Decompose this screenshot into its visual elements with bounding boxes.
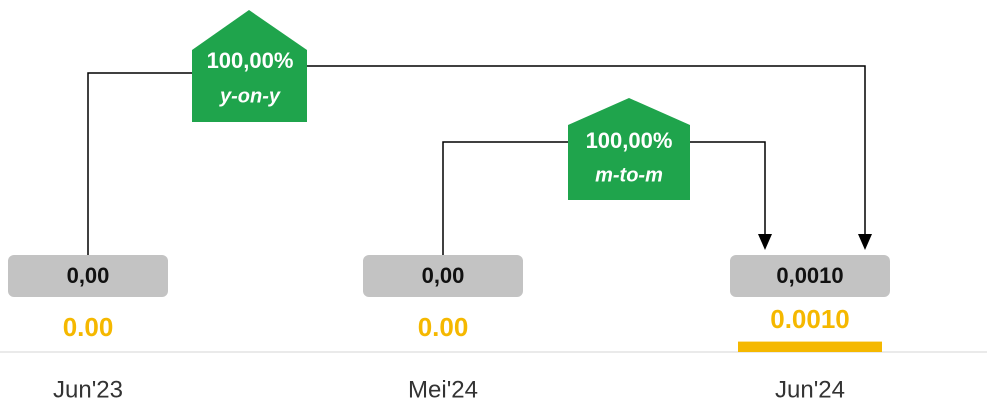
x-tick-label: Jun'24 [775, 376, 845, 403]
arrow-head [858, 234, 872, 250]
data-label: 0.00 [63, 312, 114, 342]
x-tick-label: Mei'24 [408, 376, 478, 403]
value-box-label: 0,00 [67, 263, 110, 288]
bar [738, 341, 882, 352]
change-badge [568, 98, 690, 200]
connector-arrow [690, 141, 766, 244]
value-box-label: 0,00 [422, 263, 465, 288]
change-badge [192, 10, 307, 122]
connector [87, 72, 192, 255]
data-label: 0.00 [418, 312, 469, 342]
change-period: y-on-y [219, 85, 281, 107]
arrow-head [758, 234, 772, 250]
change-period: m-to-m [595, 164, 663, 186]
x-tick-label: Jun'23 [53, 376, 123, 403]
connector [442, 141, 568, 255]
value-box [363, 255, 523, 297]
value-box [8, 255, 168, 297]
value-box [730, 255, 890, 297]
change-value: 100,00% [586, 128, 673, 153]
data-label: 0.0010 [770, 304, 850, 334]
connector-arrow [307, 65, 866, 244]
value-box-label: 0,0010 [776, 263, 843, 288]
change-value: 100,00% [207, 48, 294, 73]
